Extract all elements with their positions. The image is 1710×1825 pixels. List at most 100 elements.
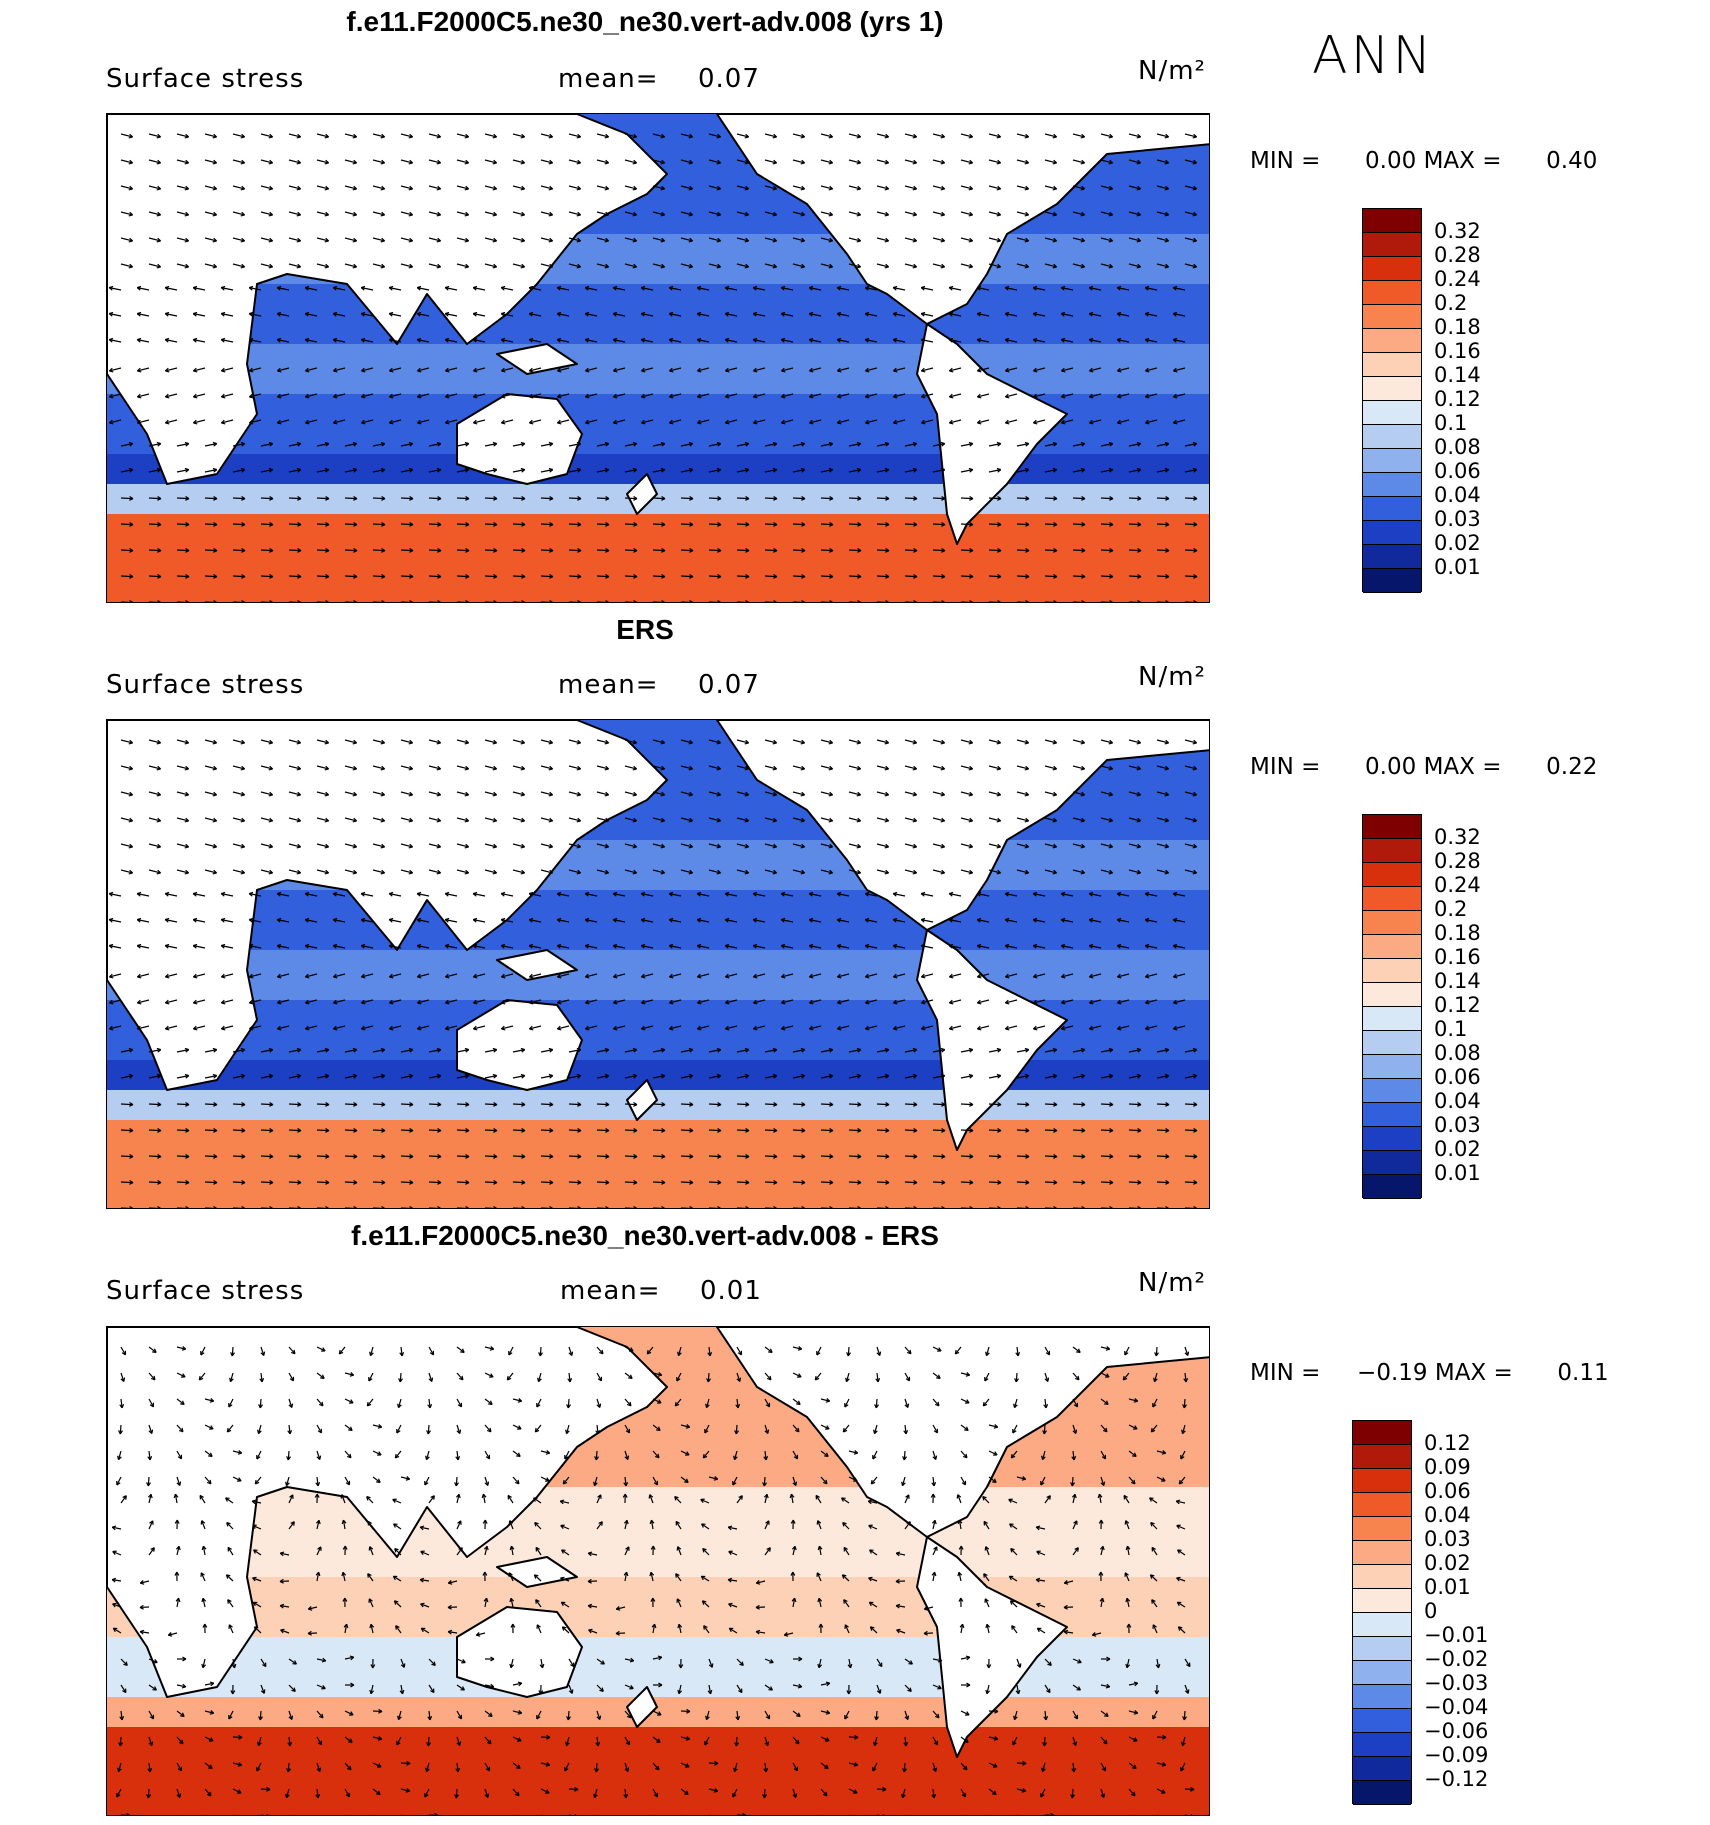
colorbar-swatch — [1353, 1733, 1411, 1757]
minmax-readout: MIN = 0.00 MAX = 0.22 — [1250, 754, 1597, 780]
colorbar-swatch — [1363, 401, 1421, 425]
mean-value: 0.01 — [700, 1276, 762, 1306]
colorbar-tick-label: −0.09 — [1424, 1743, 1489, 1767]
colorbar-swatch — [1363, 473, 1421, 497]
field-label: Surface stress — [106, 64, 305, 94]
colorbar-tick-label: −0.06 — [1424, 1719, 1489, 1743]
colorbar-tick-label: 0.03 — [1434, 507, 1481, 531]
colorbar-tick-label: 0.16 — [1434, 339, 1481, 363]
colorbar-swatch — [1353, 1445, 1411, 1469]
colorbar-swatch — [1363, 329, 1421, 353]
colorbar-swatch — [1353, 1637, 1411, 1661]
colorbar-swatch — [1353, 1709, 1411, 1733]
colorbar-swatch — [1363, 911, 1421, 935]
colorbar-tick-label: 0.03 — [1424, 1527, 1471, 1551]
colorbar-swatch — [1353, 1541, 1411, 1565]
mean-label: mean= — [558, 64, 659, 94]
panel-title: ERS — [616, 614, 674, 645]
min-value: 0.00 — [1365, 148, 1417, 174]
colorbar-tick-label: 0.08 — [1434, 1041, 1481, 1065]
colorbar-tick-label: 0.24 — [1434, 267, 1481, 291]
colorbar-tick-label: 0.1 — [1434, 411, 1468, 435]
colorbar-tick-label: 0.32 — [1434, 219, 1481, 243]
colorbar-swatch — [1363, 521, 1421, 545]
colorbar-tick-label: −0.12 — [1424, 1767, 1489, 1791]
colorbar-swatch — [1363, 1079, 1421, 1103]
colorbar-swatch — [1353, 1589, 1411, 1613]
colorbar-tick-label: 0.12 — [1424, 1431, 1471, 1455]
mean-value: 0.07 — [698, 64, 760, 94]
colorbar-swatch — [1363, 545, 1421, 569]
colorbar-swatch — [1363, 959, 1421, 983]
min-label: MIN = — [1250, 754, 1321, 780]
colorbar-swatch — [1363, 887, 1421, 911]
mean-label: mean= — [560, 1276, 661, 1306]
colorbar-tick-label: −0.04 — [1424, 1695, 1489, 1719]
colorbar-tick-label: 0.01 — [1434, 555, 1481, 579]
colorbar-tick-label: −0.01 — [1424, 1623, 1489, 1647]
colorbar-swatch — [1363, 209, 1421, 233]
colorbar-tick-label: 0.12 — [1434, 387, 1481, 411]
minmax-readout: MIN = −0.19 MAX = 0.11 — [1250, 1360, 1609, 1386]
colorbar-swatches — [1352, 1420, 1412, 1805]
colorbar-tick-label: 0.28 — [1434, 243, 1481, 267]
colorbar-swatch — [1363, 497, 1421, 521]
field-shading — [107, 720, 1209, 1208]
colorbar-swatch — [1363, 233, 1421, 257]
colorbar-swatch — [1363, 257, 1421, 281]
panel-title: f.e11.F2000C5.ne30_ne30.vert-adv.008 (yr… — [346, 6, 944, 37]
colorbar-tick-label: 0.04 — [1424, 1503, 1471, 1527]
stress-vectors — [111, 1346, 1195, 1815]
max-value: 0.22 — [1546, 754, 1598, 780]
colorbar-tick-label: 0.02 — [1424, 1551, 1471, 1575]
colorbar-swatch — [1353, 1469, 1411, 1493]
colorbar-tick-label: 0.02 — [1434, 1137, 1481, 1161]
min-value: 0.00 — [1365, 754, 1417, 780]
mean-value: 0.07 — [698, 670, 760, 700]
colorbar-swatch — [1363, 1103, 1421, 1127]
colorbar-tick-label: 0.24 — [1434, 873, 1481, 897]
map-plot — [106, 719, 1210, 1209]
colorbar-swatch — [1363, 1151, 1421, 1175]
minmax-readout: MIN = 0.00 MAX = 0.40 — [1250, 148, 1597, 174]
colorbar-swatch — [1363, 1127, 1421, 1151]
colorbar-swatch — [1353, 1613, 1411, 1637]
max-label: MAX = — [1423, 754, 1502, 780]
colorbar-swatches — [1362, 814, 1422, 1199]
units-label: N/m² — [1138, 662, 1206, 692]
colorbar-swatch — [1363, 305, 1421, 329]
map-plot — [106, 1326, 1210, 1816]
field-label: Surface stress — [106, 1276, 305, 1306]
colorbar-swatch — [1353, 1757, 1411, 1781]
continents — [107, 720, 1209, 1151]
colorbar-tick-label: 0.04 — [1434, 1089, 1481, 1113]
colorbar-swatch — [1353, 1565, 1411, 1589]
max-value: 0.11 — [1557, 1360, 1609, 1386]
colorbar-tick-label: 0.18 — [1434, 315, 1481, 339]
colorbar-tick-label: 0.08 — [1434, 435, 1481, 459]
colorbar-swatch — [1353, 1781, 1411, 1805]
colorbar-tick-label: 0.1 — [1434, 1017, 1468, 1041]
colorbar-swatch — [1363, 377, 1421, 401]
colorbar-tick-label: 0.32 — [1434, 825, 1481, 849]
colorbar-swatches — [1362, 208, 1422, 593]
max-value: 0.40 — [1546, 148, 1598, 174]
colorbar-swatch — [1353, 1421, 1411, 1445]
colorbar-tick-label: 0.09 — [1424, 1455, 1471, 1479]
min-value: −0.19 — [1357, 1360, 1428, 1386]
units-label: N/m² — [1138, 1268, 1206, 1298]
colorbar-swatch — [1353, 1685, 1411, 1709]
colorbar-tick-label: 0.18 — [1434, 921, 1481, 945]
max-label: MAX = — [1434, 1360, 1513, 1386]
colorbar-tick-label: 0.2 — [1434, 291, 1468, 315]
panel-title: f.e11.F2000C5.ne30_ne30.vert-adv.008 - E… — [351, 1220, 939, 1251]
colorbar-tick-label: 0.03 — [1434, 1113, 1481, 1137]
colorbar-tick-label: 0.06 — [1434, 1065, 1481, 1089]
colorbar-tick-label: 0.06 — [1424, 1479, 1471, 1503]
colorbar-tick-label: 0.04 — [1434, 483, 1481, 507]
colorbar-swatch — [1353, 1517, 1411, 1541]
colorbar-swatch — [1363, 1031, 1421, 1055]
colorbar-tick-label: 0.14 — [1434, 363, 1481, 387]
colorbar-swatch — [1363, 815, 1421, 839]
colorbar-swatch — [1363, 569, 1421, 593]
